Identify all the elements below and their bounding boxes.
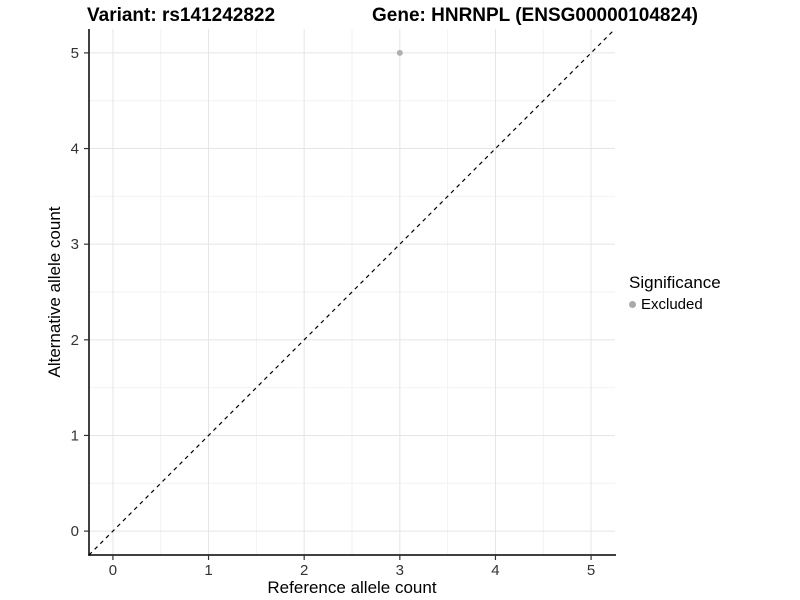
- y-tick-label: 1: [71, 427, 79, 444]
- y-tick-label: 2: [71, 332, 79, 349]
- x-tick-label: 0: [109, 562, 117, 579]
- x-tick-label: 2: [300, 562, 308, 579]
- x-tick-label: 1: [204, 562, 212, 579]
- legend-title: Significance: [629, 273, 721, 292]
- x-tick-label: 3: [396, 562, 404, 579]
- plot-title-variant: Variant: rs141242822: [87, 5, 276, 26]
- legend-item-excluded: Excluded: [629, 296, 721, 313]
- y-tick-label: 0: [71, 523, 79, 540]
- legend-item-label: Excluded: [641, 296, 703, 313]
- x-tick-label: 4: [491, 562, 499, 579]
- legend-key-dot-icon: [629, 301, 636, 308]
- y-tick-label: 4: [71, 141, 79, 158]
- y-tick-label: 3: [71, 236, 79, 253]
- x-tick-label: 5: [587, 562, 595, 579]
- legend: Significance Excluded: [629, 273, 721, 313]
- y-tick-label: 5: [71, 45, 79, 62]
- identity-dashed-line: [88, 28, 616, 556]
- y-axis-title: Alternative allele count: [45, 206, 64, 378]
- x-axis-title: Reference allele count: [267, 578, 437, 597]
- data-point: [396, 49, 403, 56]
- plot-title-gene: Gene: HNRNPL (ENSG00000104824): [372, 5, 698, 26]
